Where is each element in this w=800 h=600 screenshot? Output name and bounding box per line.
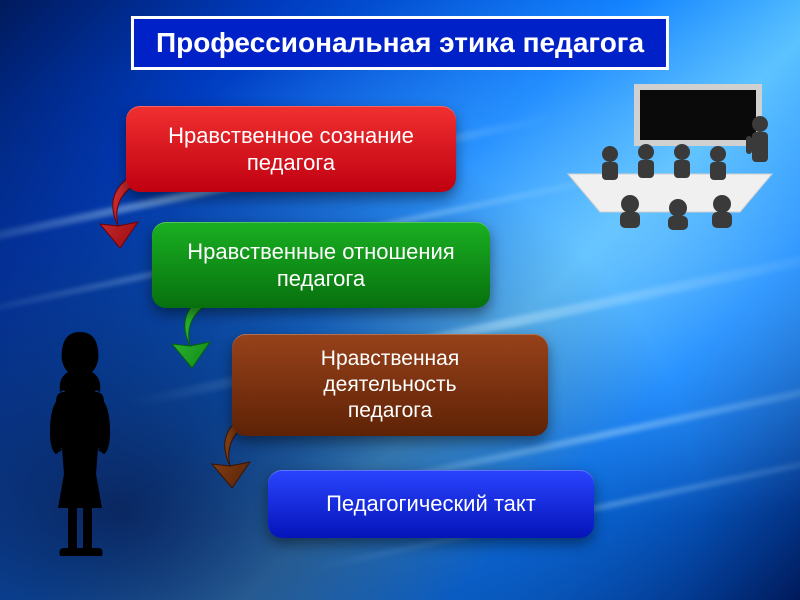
card-line: Педагогический такт [326,490,536,518]
card-moral-activity: Нравственная деятельность педагога [232,334,548,436]
card-moral-consciousness: Нравственное сознание педагога [126,106,456,192]
card-line: Нравственные отношения [187,238,454,266]
card-moral-relations: Нравственные отношения педагога [152,222,490,308]
card-line: Нравственная [321,346,459,372]
card-line: педагога [348,398,432,424]
slide-stage: Профессиональная этика педагога [0,0,800,600]
card-line: педагога [277,265,365,293]
classroom-illustration [560,80,780,230]
card-line: Нравственное сознание [168,122,414,150]
person-silhouette [34,328,126,558]
card-line: педагога [247,149,335,177]
card-line: деятельность [323,372,456,398]
card-pedagogical-tact: Педагогический такт [268,470,594,538]
slide-title: Профессиональная этика педагога [131,16,669,70]
